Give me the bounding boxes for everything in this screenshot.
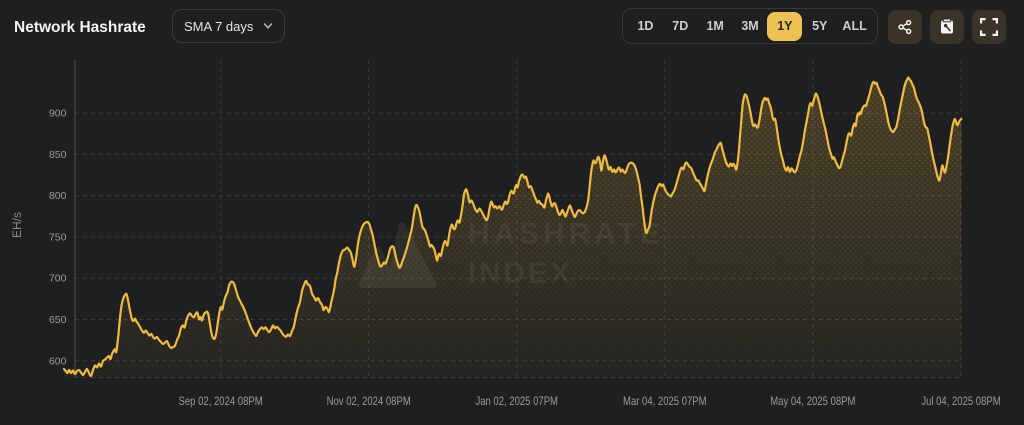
svg-text:EH/s: EH/s — [10, 212, 24, 238]
svg-text:Nov 02, 2024 08PM: Nov 02, 2024 08PM — [327, 395, 411, 408]
svg-text:900: 900 — [49, 108, 67, 120]
svg-text:650: 650 — [49, 314, 67, 326]
svg-text:Jul 04, 2025 08PM: Jul 04, 2025 08PM — [921, 395, 1000, 408]
svg-text:750: 750 — [49, 231, 67, 243]
svg-text:Sep 02, 2024 08PM: Sep 02, 2024 08PM — [179, 395, 263, 408]
svg-text:INDEX: INDEX — [468, 257, 573, 290]
svg-text:850: 850 — [49, 149, 67, 161]
svg-text:600: 600 — [49, 355, 67, 367]
svg-text:Jan 02, 2025 07PM: Jan 02, 2025 07PM — [475, 395, 558, 408]
svg-text:May 04, 2025 08PM: May 04, 2025 08PM — [770, 395, 855, 408]
svg-text:700: 700 — [49, 273, 67, 285]
svg-text:Mar 04, 2025 07PM: Mar 04, 2025 07PM — [623, 395, 707, 408]
svg-text:800: 800 — [49, 190, 67, 202]
svg-text:HASHRATE: HASHRATE — [468, 218, 664, 251]
